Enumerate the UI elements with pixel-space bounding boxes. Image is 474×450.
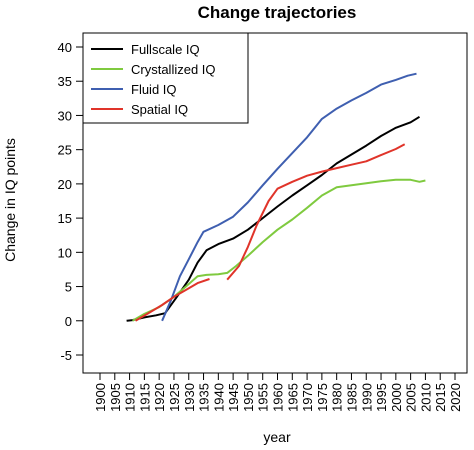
x-tick-label: 1950 — [241, 383, 256, 412]
x-tick-label: 1985 — [344, 383, 359, 412]
x-tick-label: 1910 — [123, 383, 138, 412]
y-axis-label: Change in IQ points — [2, 138, 18, 262]
legend-label: Spatial IQ — [131, 102, 188, 117]
x-tick-label: 2020 — [448, 383, 463, 412]
y-tick-label: 5 — [65, 280, 72, 295]
x-tick-label: 1970 — [300, 383, 315, 412]
x-tick-label: 1915 — [137, 383, 152, 412]
x-tick-label: 1905 — [108, 383, 123, 412]
x-tick-label: 1920 — [152, 383, 167, 412]
x-tick-label: 1940 — [211, 383, 226, 412]
series-line-fluid-iq — [161, 72, 417, 322]
x-tick-label: 2015 — [433, 383, 448, 412]
x-axis: 1900 1905 1910 1915 1920 1925 1930 1935 1940 1945… — [93, 372, 463, 412]
x-tick-label: 1960 — [271, 383, 286, 412]
y-tick-label: 15 — [58, 211, 72, 226]
y-tick-label: 25 — [58, 143, 72, 158]
y-tick-label: 40 — [58, 40, 72, 55]
legend-label: Fullscale IQ — [131, 42, 200, 57]
series-line-spatial-iq-segment-2 — [226, 143, 406, 281]
series-line-fullscale-iq — [126, 115, 421, 322]
x-tick-label: 1995 — [374, 383, 389, 412]
y-tick-label: 0 — [65, 314, 72, 329]
x-tick-label: 2000 — [389, 383, 404, 412]
x-tick-label: 2010 — [418, 383, 433, 412]
y-axis: -5 0 5 10 15 20 25 30 35 40 — [58, 40, 84, 363]
x-tick-label: 1980 — [330, 383, 345, 412]
legend-label: Crystallized IQ — [131, 62, 216, 77]
x-tick-label: 1965 — [285, 383, 300, 412]
legend-label: Fluid IQ — [131, 82, 177, 97]
x-tick-label: 1925 — [167, 383, 182, 412]
legend: Fullscale IQ Crystallized IQ Fluid IQ Spati… — [82, 32, 249, 124]
x-tick-label: 1930 — [182, 383, 197, 412]
x-tick-label: 2005 — [404, 383, 419, 412]
y-tick-label: 20 — [58, 177, 72, 192]
series-line-spatial-iq — [134, 278, 210, 322]
chart-title: Change trajectories — [198, 3, 357, 22]
y-tick-label: 35 — [58, 74, 72, 89]
series-line-crystallized-iq — [131, 178, 426, 322]
x-tick-label: 1945 — [226, 383, 241, 412]
series-group — [126, 72, 426, 322]
x-tick-label: 1900 — [93, 383, 108, 412]
y-tick-label: 30 — [58, 108, 72, 123]
x-tick-label: 1955 — [256, 383, 271, 412]
x-tick-label: 1935 — [197, 383, 212, 412]
y-tick-label: -5 — [60, 348, 72, 363]
x-tick-label: 1990 — [359, 383, 374, 412]
y-tick-label: 10 — [58, 245, 72, 260]
x-axis-label: year — [263, 429, 291, 445]
x-tick-label: 1975 — [315, 383, 330, 412]
